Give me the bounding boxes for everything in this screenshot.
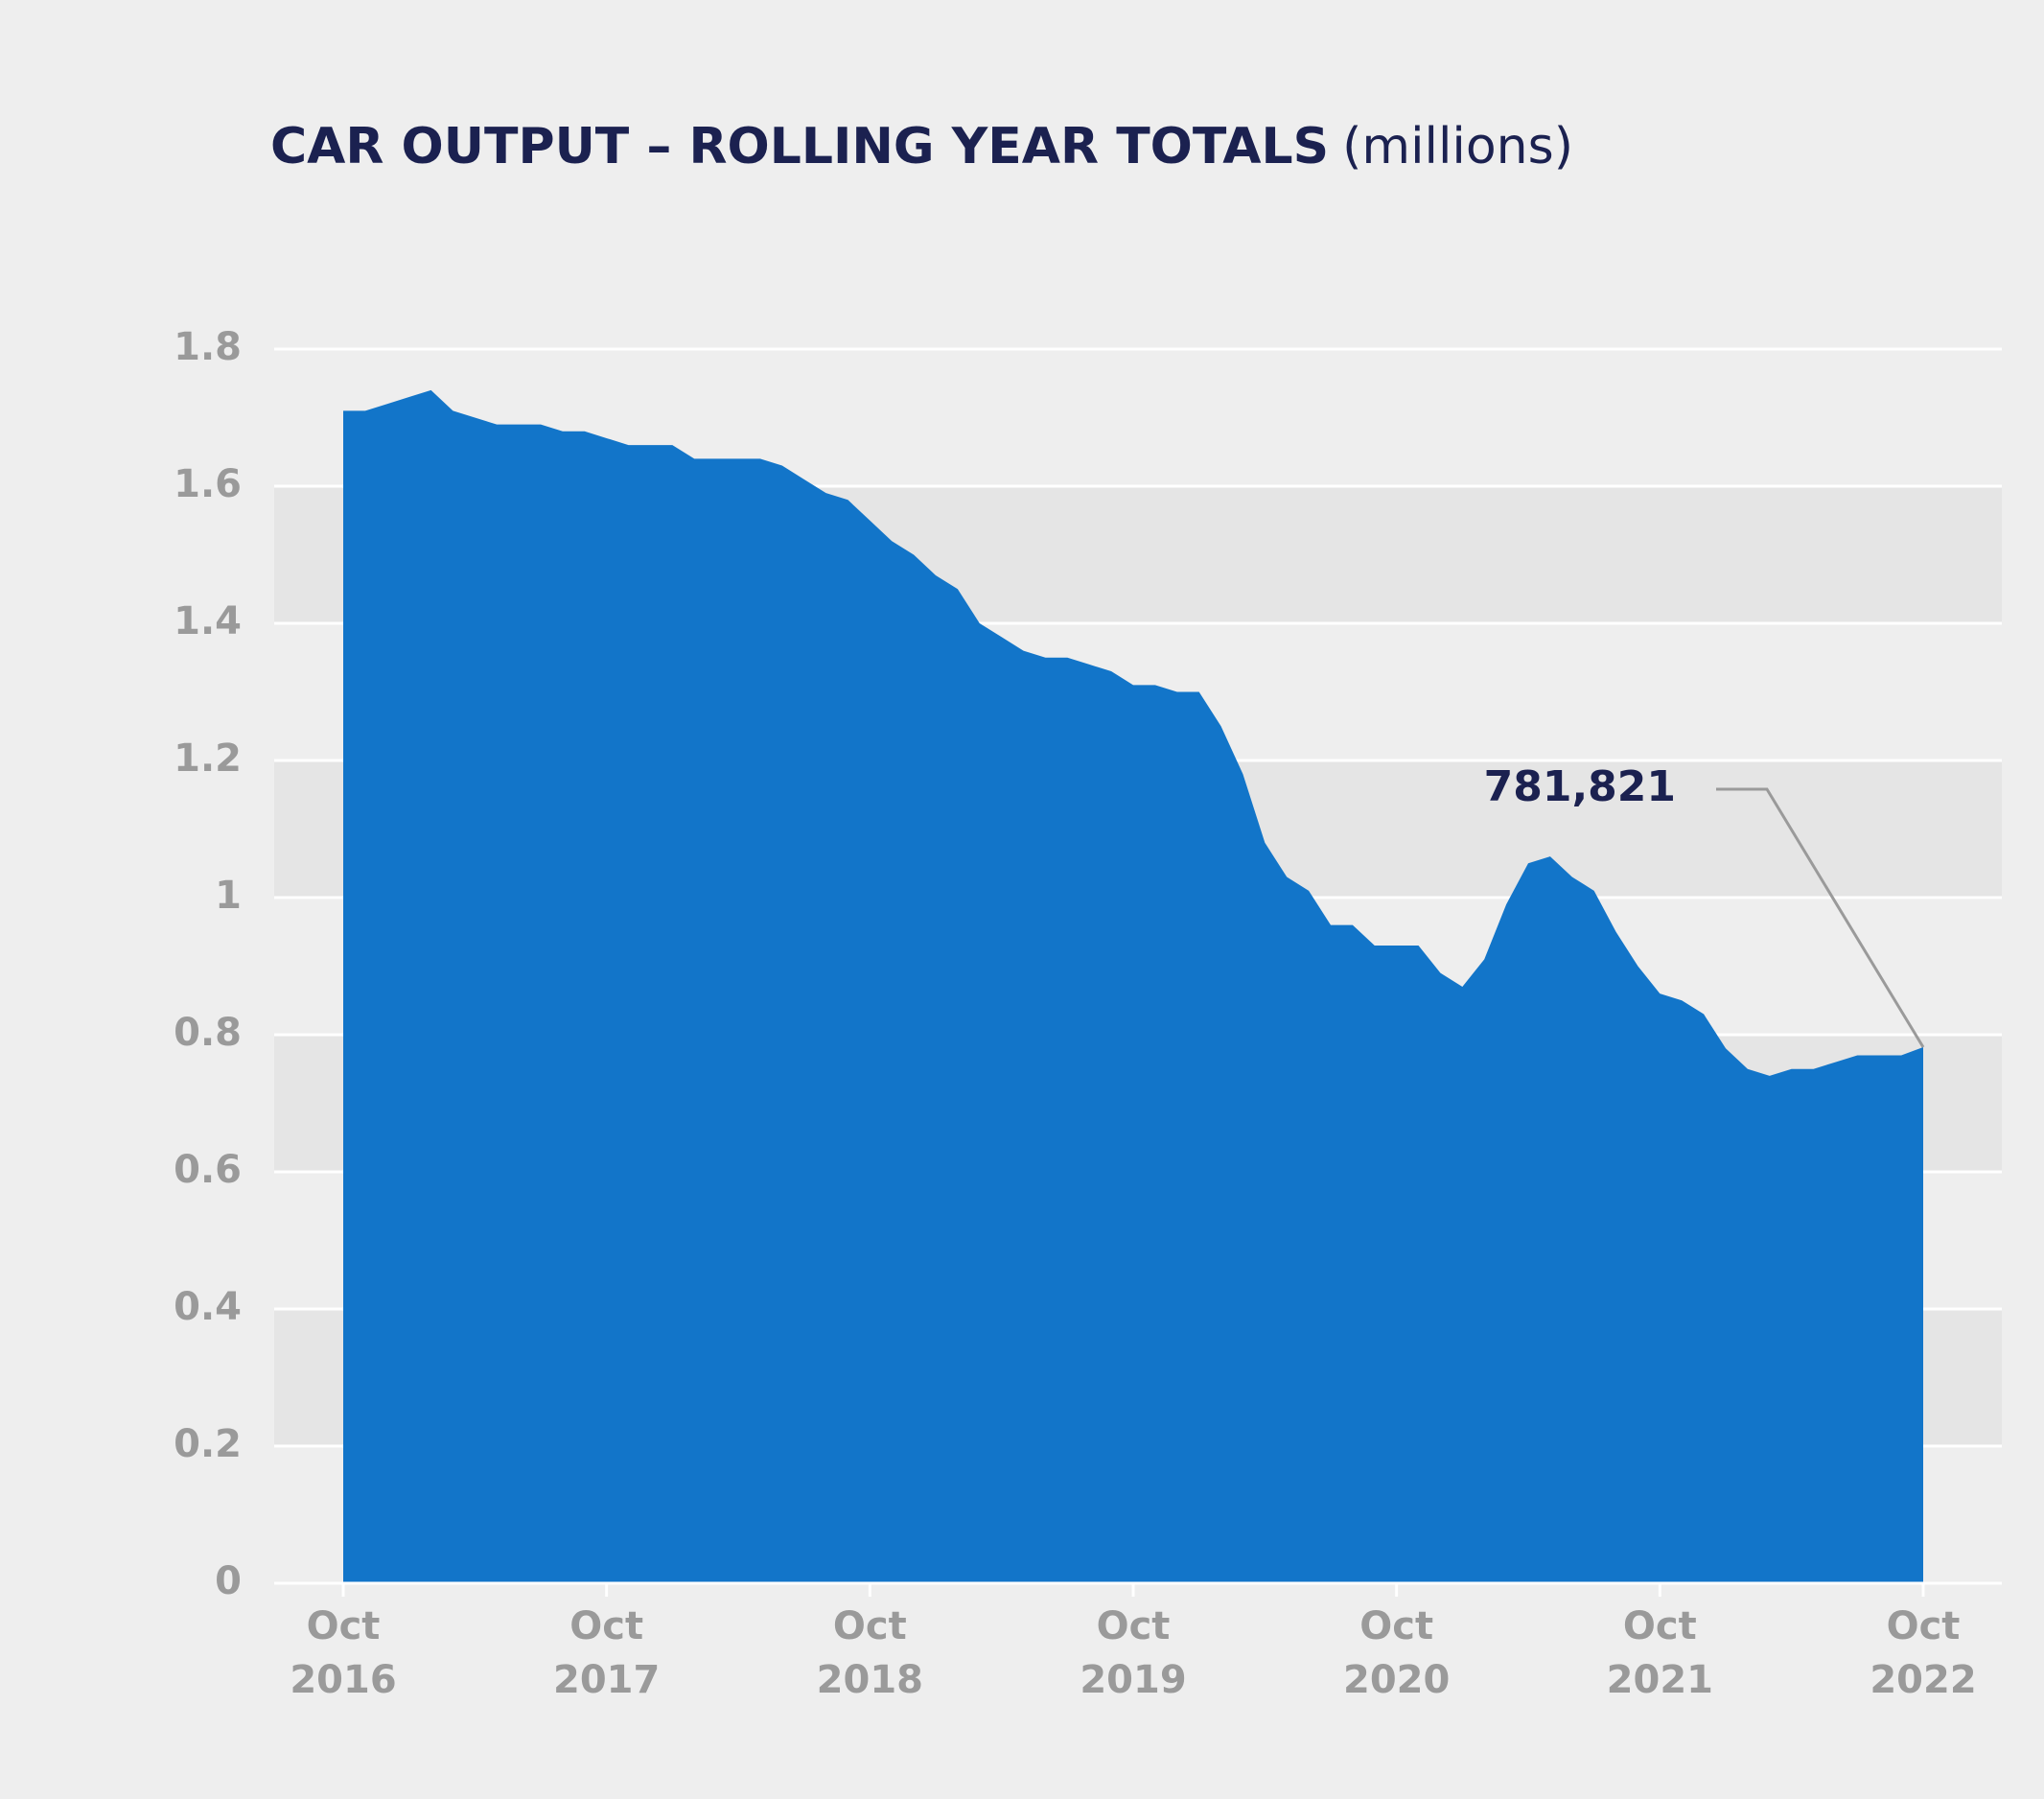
x-tick-label-line: 2019 xyxy=(1080,1658,1186,1702)
x-tick-label: Oct 2021 xyxy=(1607,1604,1713,1702)
y-tick-label: 1.4 xyxy=(174,599,242,643)
y-tick-label: 1.6 xyxy=(174,462,242,506)
x-tick-label-line: Oct xyxy=(1623,1604,1697,1648)
x-tick-label-line: 2018 xyxy=(817,1658,923,1702)
title-main: CAR OUTPUT – ROLLING YEAR TOTALS xyxy=(270,118,1329,175)
chart-title: CAR OUTPUT – ROLLING YEAR TOTALS (million… xyxy=(270,118,1573,175)
title-units: (millions) xyxy=(1342,118,1573,175)
x-tick-label: Oct 2018 xyxy=(817,1604,923,1702)
x-tick-label-line: 2021 xyxy=(1607,1658,1713,1702)
x-tick-label-line: Oct xyxy=(569,1604,643,1648)
x-tick-label: Oct 2020 xyxy=(1343,1604,1450,1702)
x-tick-label: Oct 2022 xyxy=(1870,1604,1976,1702)
x-tick-label: Oct 2016 xyxy=(290,1604,396,1702)
x-tick-label-line: 2020 xyxy=(1343,1658,1450,1702)
x-tick-label-line: Oct xyxy=(1359,1604,1433,1648)
y-tick-label: 1.2 xyxy=(174,736,242,781)
x-tick-label-line: Oct xyxy=(1097,1604,1171,1648)
y-tick-label: 1.8 xyxy=(174,325,242,369)
x-tick-label-line: 2017 xyxy=(553,1658,660,1702)
y-tick-label: 0 xyxy=(215,1559,242,1603)
x-tick-label-line: Oct xyxy=(833,1604,907,1648)
x-tick-label-line: 2016 xyxy=(290,1658,396,1702)
x-tick-label-line: Oct xyxy=(307,1604,381,1648)
leader-line xyxy=(1716,787,1925,1048)
x-tick-label-line: 2022 xyxy=(1870,1658,1976,1702)
y-tick-label: 1 xyxy=(215,874,242,918)
y-tick-label: 0.2 xyxy=(174,1422,242,1466)
area xyxy=(343,389,1923,1583)
x-tick-label: Oct 2019 xyxy=(1080,1604,1186,1702)
data-label: 781,821 xyxy=(1484,762,1676,811)
y-tick-label: 0.8 xyxy=(174,1011,242,1055)
y-tick-label: 0.4 xyxy=(174,1285,242,1329)
x-tick-label-line: Oct xyxy=(1887,1604,1961,1648)
y-tick-label: 0.6 xyxy=(174,1148,242,1192)
x-tick-label: Oct 2017 xyxy=(553,1604,660,1702)
